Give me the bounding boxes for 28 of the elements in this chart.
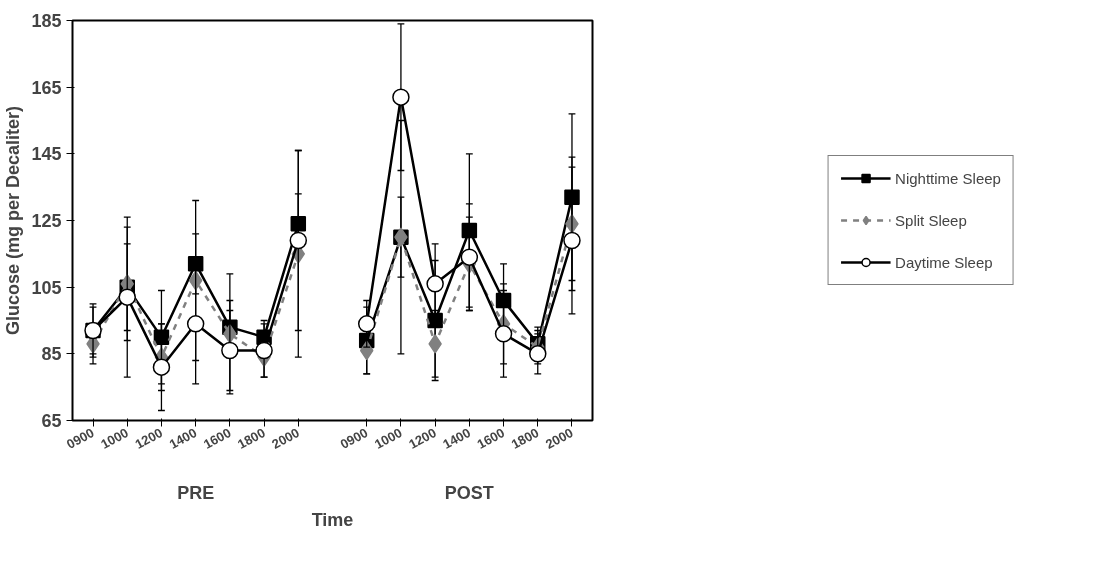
x-tick-label: 1600 <box>474 424 508 452</box>
x-tick-label: 0900 <box>64 424 97 452</box>
x-tick-label: 1000 <box>371 424 405 452</box>
x-tick-label: 1000 <box>98 424 131 452</box>
x-tick-label: 1800 <box>235 424 268 452</box>
y-tick-label: 125 <box>31 211 62 231</box>
x-tick-label: 2000 <box>543 424 576 452</box>
x-tick-label: 2000 <box>269 424 302 452</box>
y-axis-title: Glucose (mg per Decaliter) <box>3 105 24 336</box>
x-tick-label: 0900 <box>337 424 371 452</box>
y-tick-label: 65 <box>41 411 62 431</box>
x-axis-title: Time <box>311 509 354 530</box>
x-tick-label: 1200 <box>132 424 166 452</box>
x-tick-label: 1200 <box>406 424 439 452</box>
legend-label: Nighttime Sleep <box>895 169 1001 187</box>
x-tick-label: 1400 <box>440 424 473 452</box>
x-tick-label: 1400 <box>166 424 200 452</box>
legend-label: Daytime Sleep <box>895 253 993 271</box>
y-tick-label: 85 <box>41 344 62 365</box>
x-tick-label: 1600 <box>200 424 234 452</box>
y-tick-label: 165 <box>31 77 62 98</box>
text: POST <box>444 482 494 503</box>
y-tick-label: 185 <box>31 11 62 31</box>
y-tick-label: 105 <box>31 277 62 298</box>
legend-label: Split Sleep <box>895 211 967 229</box>
y-tick-label: 145 <box>31 144 62 165</box>
text: PRE <box>177 482 215 503</box>
x-tick-label: 1800 <box>508 424 542 452</box>
